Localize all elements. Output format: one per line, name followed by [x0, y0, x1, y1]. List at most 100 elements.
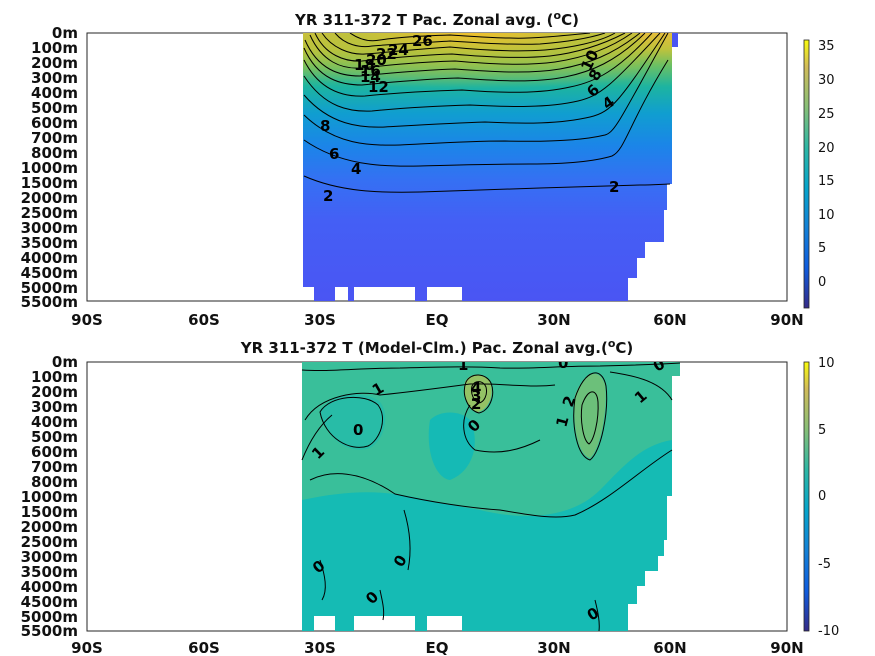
x-tick-label: 90S	[71, 639, 103, 656]
svg-text:12: 12	[368, 78, 389, 96]
colorbar-1-tick: 35	[818, 39, 835, 54]
svg-text:20: 20	[366, 51, 387, 69]
panel-2-cool-equator	[428, 412, 475, 480]
colorbar-2-tick: 5	[818, 423, 826, 438]
svg-text:26: 26	[412, 32, 433, 50]
y-tick-label: 200m	[31, 54, 78, 72]
y-tick-label: 5000m	[21, 279, 78, 297]
panel-1-field	[303, 33, 672, 301]
svg-text:14: 14	[360, 68, 381, 86]
colorbar-1-tick: 5	[818, 241, 826, 256]
y-tick-label: 4500m	[21, 593, 78, 611]
y-tick-label: 5000m	[21, 608, 78, 626]
svg-text:2: 2	[471, 395, 481, 413]
y-tick-label: 4000m	[21, 578, 78, 596]
x-tick-label: 90N	[770, 311, 803, 329]
colorbar-2-tick: -10	[818, 624, 839, 639]
x-tick-label: 30N	[537, 311, 570, 329]
y-tick-label: 100m	[31, 39, 78, 57]
y-tick-label: 2000m	[21, 518, 78, 536]
panel-1-title: YR 311-372 T Pac. Zonal avg. (oC)	[294, 9, 579, 29]
y-tick-label: 300m	[31, 398, 78, 416]
y-tick-label: 1500m	[21, 174, 78, 192]
y-tick-label: 2500m	[21, 533, 78, 551]
colorbar-2-tick: 10	[818, 356, 835, 371]
svg-text:2: 2	[609, 178, 619, 196]
panel-2-title: YR 311-372 T (Model-Clm.) Pac. Zonal avg…	[240, 337, 634, 357]
x-tick-label: 90S	[71, 311, 103, 329]
colorbar-1-tick: 20	[818, 141, 835, 156]
x-tick-label: 60N	[653, 311, 686, 329]
panel-2-contours	[301, 362, 681, 631]
panel-1-north-gap	[672, 33, 678, 47]
y-tick-label: 500m	[31, 428, 78, 446]
panel-1-y-ticks: 0m 100m 200m 300m 400m 500m 600m 700m 80…	[21, 24, 78, 311]
y-tick-label: 3500m	[21, 563, 78, 581]
svg-text:1: 1	[552, 414, 572, 429]
y-tick-label: 5500m	[21, 293, 78, 311]
colorbar-1-tick: 30	[818, 73, 835, 88]
svg-text:24: 24	[388, 41, 409, 59]
panel-2-cool-south	[320, 394, 386, 450]
x-tick-label: 30S	[304, 639, 336, 656]
svg-text:4: 4	[351, 160, 361, 178]
x-tick-label: 60N	[653, 639, 686, 656]
y-tick-label: 400m	[31, 84, 78, 102]
panel-2: YR 311-372 T (Model-Clm.) Pac. Zonal avg…	[21, 337, 840, 656]
colorbar-2	[803, 361, 810, 632]
y-tick-label: 800m	[31, 473, 78, 491]
panel-2-y-ticks: 0m 100m 200m 300m 400m 500m 600m 700m 80…	[21, 353, 78, 640]
y-tick-label: 4500m	[21, 264, 78, 282]
y-tick-label: 700m	[31, 458, 78, 476]
panel-1-x-ticks: 90S 60S 30S EQ 30N 60N 90N	[71, 311, 804, 329]
y-tick-label: 4000m	[21, 249, 78, 267]
svg-text:1: 1	[458, 356, 468, 374]
x-tick-label: EQ	[426, 639, 449, 656]
y-tick-label: 700m	[31, 129, 78, 147]
svg-text:18: 18	[354, 56, 375, 74]
y-tick-label: 2500m	[21, 204, 78, 222]
y-tick-label: 300m	[31, 69, 78, 87]
y-tick-label: 600m	[31, 114, 78, 132]
y-tick-label: 3000m	[21, 548, 78, 566]
x-tick-label: 30N	[537, 639, 570, 656]
y-tick-label: 3000m	[21, 219, 78, 237]
colorbar-1-tick: 15	[818, 174, 835, 189]
svg-text:4: 4	[471, 379, 481, 397]
y-tick-label: 1000m	[21, 159, 78, 177]
svg-text:0: 0	[353, 421, 363, 439]
panel-1: YR 311-372 T Pac. Zonal avg. (oC)	[21, 9, 835, 329]
svg-text:2: 2	[323, 187, 333, 205]
y-tick-label: 0m	[52, 24, 78, 42]
y-tick-label: 5500m	[21, 622, 78, 640]
y-tick-label: 1500m	[21, 503, 78, 521]
x-tick-label: 60S	[188, 311, 220, 329]
y-tick-label: 1000m	[21, 488, 78, 506]
panel-1-colorbar: 35 30 25 20 15 10 5 0	[803, 39, 835, 309]
x-tick-label: 90N	[770, 639, 803, 656]
colorbar-2-tick: -5	[818, 557, 831, 572]
y-tick-label: 100m	[31, 368, 78, 386]
colorbar-1-tick: 25	[818, 107, 835, 122]
svg-text:0: 0	[558, 354, 568, 372]
svg-text:16: 16	[360, 62, 381, 80]
svg-text:6: 6	[329, 145, 339, 163]
svg-text:22: 22	[376, 45, 397, 63]
y-tick-label: 200m	[31, 383, 78, 401]
y-tick-label: 3500m	[21, 234, 78, 252]
svg-text:8: 8	[320, 117, 330, 135]
y-tick-label: 800m	[31, 144, 78, 162]
x-tick-label: 60S	[188, 639, 220, 656]
x-tick-label: 30S	[304, 311, 336, 329]
panel-2-colorbar: 10 5 0 -5 -10	[803, 356, 839, 639]
y-tick-label: 500m	[31, 99, 78, 117]
colorbar-1-tick: 10	[818, 208, 835, 223]
panel-2-warm-core-n	[574, 373, 606, 458]
colorbar-1	[803, 39, 810, 309]
x-tick-label: EQ	[426, 311, 449, 329]
panel-2-x-ticks: 90S 60S 30S EQ 30N 60N 90N	[71, 639, 804, 656]
panel-1-contours	[303, 33, 671, 193]
y-tick-label: 400m	[31, 413, 78, 431]
svg-text:3: 3	[471, 387, 481, 405]
